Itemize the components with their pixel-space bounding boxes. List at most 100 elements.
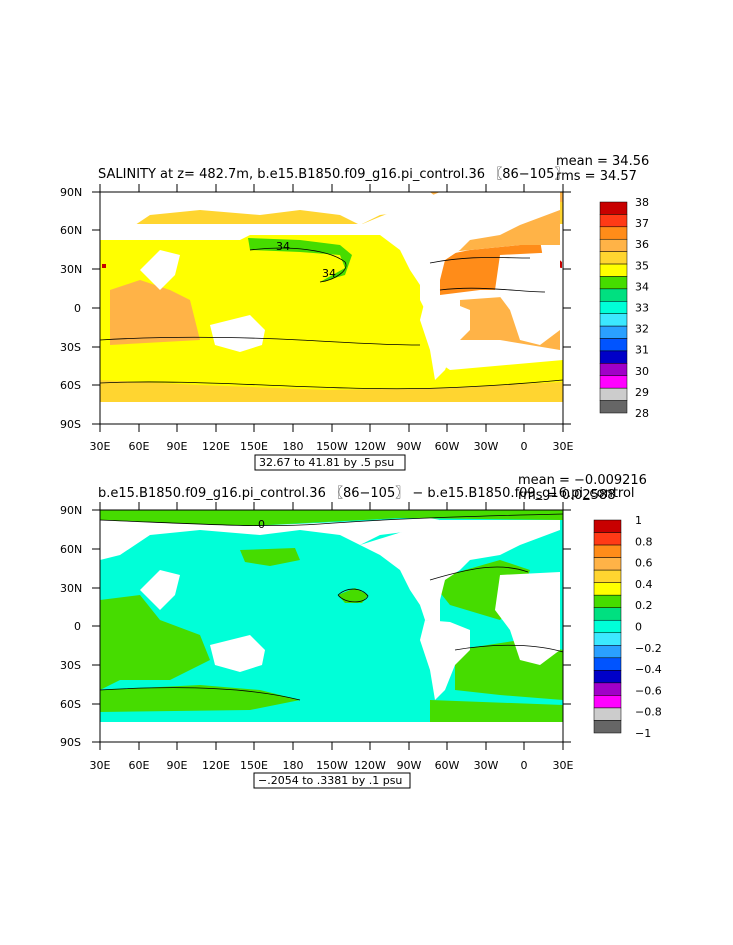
colorbar-label: 33: [635, 302, 649, 315]
colorbar-swatch: [599, 251, 628, 265]
colorbar-swatch: [599, 400, 628, 414]
panel1-contour-e: [249, 247, 347, 283]
colorbar-swatch: [599, 201, 628, 215]
colorbar-swatch: [593, 607, 622, 621]
panel1-lat-label: 60N: [60, 224, 82, 237]
colorbar-label: 30: [635, 365, 649, 378]
panel2-lon-label: 120W: [354, 759, 386, 772]
panel1-land-africa: [495, 252, 560, 345]
panel1-land-eurasia: [100, 192, 440, 240]
panel1-lon-label: 90W: [397, 440, 422, 453]
colorbar-label: 34: [635, 280, 649, 293]
panel2-map-fill: [100, 510, 563, 742]
panel2-lat-label: 30N: [60, 582, 82, 595]
panel2-colorbar: 1 0.8 0.6 0.4 0.2 0 −0.2 −0.4 −0.6 −0.8 −1: [593, 514, 662, 740]
panel2-lon-label: 120E: [202, 759, 230, 772]
colorbar-swatch: [593, 695, 622, 709]
panel2-contour-label: 0: [258, 518, 265, 531]
colorbar-label: 0.4: [635, 578, 653, 591]
colorbar-label: 0.8: [635, 535, 653, 548]
colorbar-swatch: [593, 682, 622, 696]
panel1-lat-label: 60S: [60, 379, 81, 392]
panel1-land-samerica: [420, 300, 470, 380]
colorbar-label: 31: [635, 344, 649, 357]
colorbar-label: 0: [635, 621, 642, 634]
colorbar-label: 37: [635, 217, 649, 230]
panel1-contour-c: [429, 257, 531, 264]
panel2-land-africa: [495, 572, 560, 665]
colorbar-swatch: [599, 375, 628, 389]
colorbar-swatch: [599, 214, 628, 228]
colorbar-label: 35: [635, 259, 649, 272]
colorbar-swatch: [599, 263, 628, 277]
panel2-rms: rms = 0.02588: [518, 488, 615, 503]
panel2-lat-label: 90S: [60, 736, 81, 749]
colorbar-label: −0.6: [635, 684, 662, 697]
panel1-lon-label: 180: [283, 440, 304, 453]
panel1-lon-label: 120W: [354, 440, 386, 453]
colorbar-swatch: [593, 670, 622, 684]
panel1-lat-label: 30S: [60, 341, 81, 354]
panel-salinity: SALINITY at z= 482.7m, b.e15.B1850.f09_g…: [60, 154, 649, 471]
colorbar-swatch: [593, 519, 622, 533]
panel1-lat-label: 90N: [60, 186, 82, 199]
panel1-lon-label: 0: [521, 440, 528, 453]
panel1-info-text: 32.67 to 41.81 by .5 psu: [259, 456, 394, 469]
panel2-lon-label: 30W: [474, 759, 499, 772]
colorbar-swatch: [593, 632, 622, 646]
colorbar-label: 0.2: [635, 599, 653, 612]
panel2-lon-label: 150E: [240, 759, 268, 772]
panel1-land-namerica: [360, 192, 560, 302]
colorbar-label: 29: [635, 386, 649, 399]
panel2-info-box: [253, 772, 411, 789]
panel2-contour-c: [454, 644, 564, 653]
panel2-pacific-green-patch: [338, 588, 368, 603]
colorbar-label: −1: [635, 727, 651, 740]
panel2-lat-label: 90N: [60, 504, 82, 517]
panel1-southern-band: [100, 380, 563, 402]
panel1-lon-label: 60E: [129, 440, 150, 453]
colorbar-label: 32: [635, 323, 649, 336]
panel1-contour-label-1: 34: [276, 240, 290, 253]
panel2-arctic-green: [100, 510, 563, 526]
panel2-lat-axis: 90N 60N 30N 0 30S 60S 90S: [60, 504, 82, 749]
panel2-land-australia: [210, 635, 265, 672]
panel1-lon-label: 30E: [90, 440, 111, 453]
panel1-lat-axis: 90N 60N 30N 0 30S 60S 90S: [60, 186, 82, 431]
panel1-lat-label: 30N: [60, 263, 82, 276]
colorbar-swatch: [593, 532, 622, 546]
colorbar-swatch: [593, 720, 622, 734]
panel2-info-text: −.2054 to .3381 by .1 psu: [258, 774, 402, 787]
panel1-land-australia: [210, 315, 265, 352]
panel2-contours: [99, 513, 564, 701]
panel1-contour-a: [99, 336, 421, 346]
panel1-lon-axis: 30E 60E 90E 120E 150E 180 150W 120W 90W …: [90, 440, 574, 453]
colorbar-swatch: [593, 582, 622, 596]
colorbar-label: 36: [635, 238, 649, 251]
panel1-land-india: [140, 250, 180, 290]
panel1-redsea-red: [102, 264, 106, 268]
panel1-ticks: [92, 184, 571, 432]
panel2-lon-axis: 30E 60E 90E 120E 150E 180 150W 120W 90W …: [90, 759, 574, 772]
colorbar-swatch: [599, 226, 628, 240]
colorbar-swatch: [599, 238, 628, 252]
panel2-lon-label: 30E: [90, 759, 111, 772]
colorbar-swatch: [599, 350, 628, 364]
panel2-lon-label: 60W: [435, 759, 460, 772]
panel2-land-namerica: [360, 520, 560, 622]
panel2-lon-label: 180: [283, 759, 304, 772]
panel1-map-fill: [100, 192, 563, 424]
colorbar-label: −0.8: [635, 706, 662, 719]
colorbar-swatch: [599, 288, 628, 302]
panel1-yellow-ocean: [100, 235, 563, 400]
panel1-pacific-green: [248, 238, 352, 282]
colorbar-swatch: [593, 707, 622, 721]
colorbar-swatch: [593, 544, 622, 558]
colorbar-label: 1: [635, 514, 642, 527]
panel1-contours: [99, 247, 564, 390]
panel2-land-eurasia: [100, 518, 440, 560]
panel2-land: [100, 518, 563, 742]
panel2-contour-e: [337, 588, 369, 603]
colorbar-swatch: [599, 301, 628, 314]
